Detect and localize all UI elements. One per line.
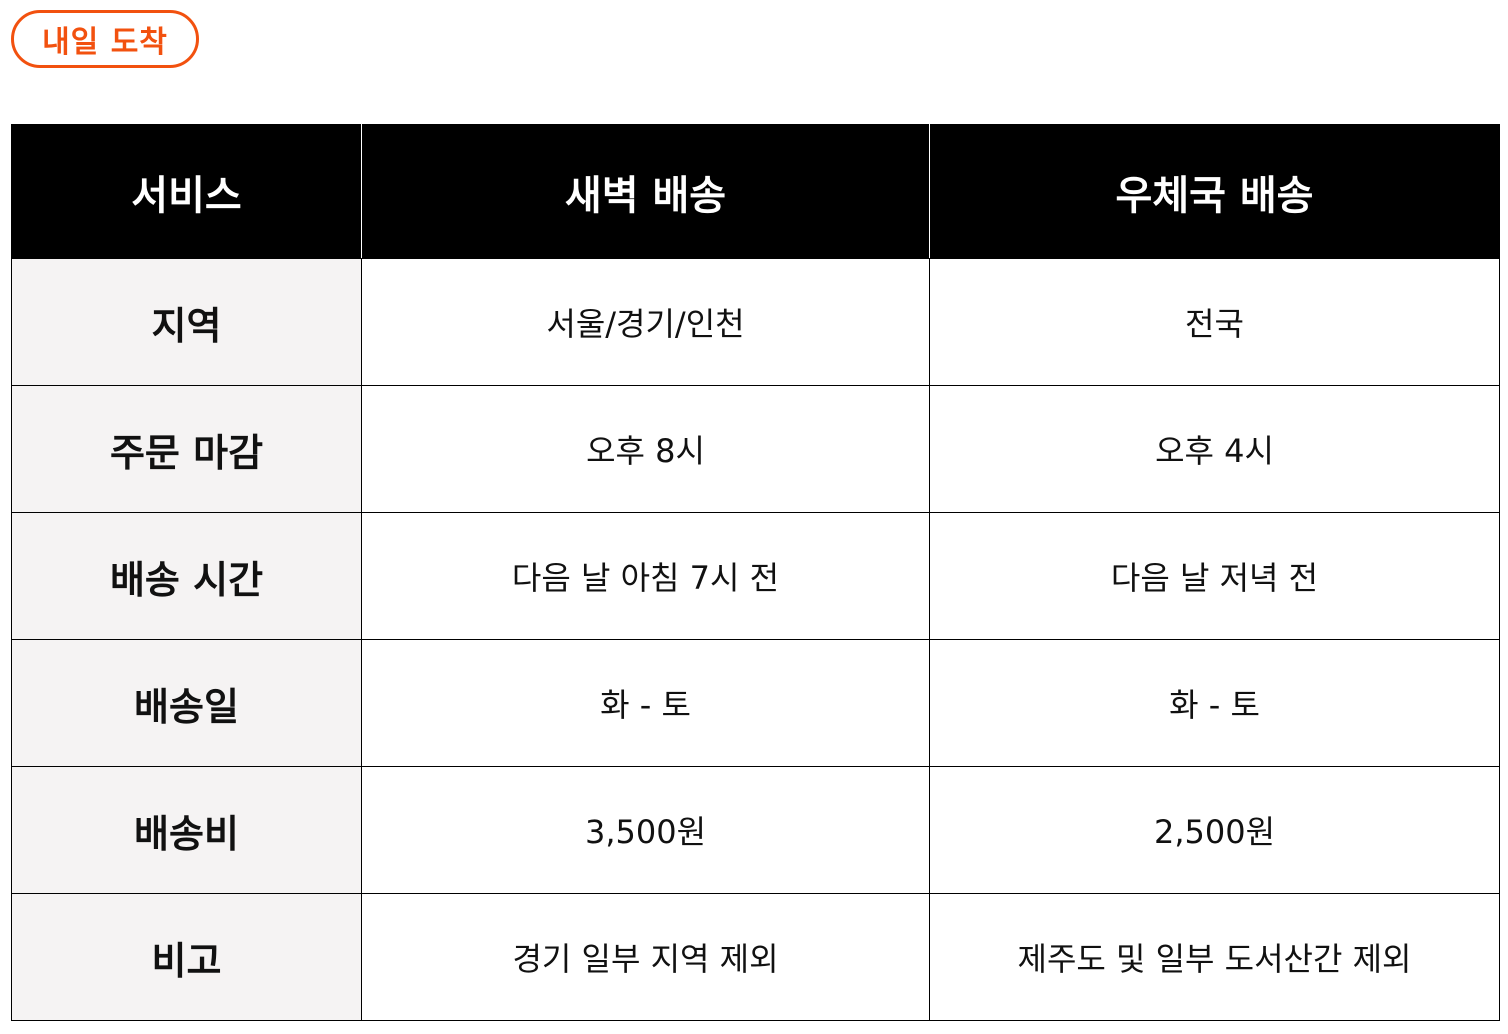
row-label-delivery-time: 배송 시간 (11, 512, 362, 640)
post-shipping-fee: 2,500원 (929, 766, 1500, 894)
row-label-delivery-days: 배송일 (11, 639, 362, 767)
dawn-shipping-fee: 3,500원 (361, 766, 930, 894)
header-dawn-delivery: 새벽 배송 (361, 124, 930, 259)
dawn-region: 서울/경기/인천 (361, 258, 930, 386)
table-row: 주문 마감 오후 8시 오후 4시 (11, 385, 1500, 513)
table-row: 지역 서울/경기/인천 전국 (11, 258, 1500, 386)
header-service: 서비스 (11, 124, 362, 259)
dawn-notes: 경기 일부 지역 제외 (361, 893, 930, 1021)
row-label-shipping-fee: 배송비 (11, 766, 362, 894)
table-row: 비고 경기 일부 지역 제외 제주도 및 일부 도서산간 제외 (11, 893, 1500, 1021)
table-row: 배송일 화 - 토 화 - 토 (11, 639, 1500, 767)
delivery-comparison-table: 서비스 새벽 배송 우체국 배송 지역 서울/경기/인천 전국 주문 마감 오후… (11, 124, 1500, 1021)
header-row: 서비스 새벽 배송 우체국 배송 (11, 124, 1500, 259)
next-day-delivery-badge: 내일 도착 (11, 10, 199, 68)
header-post-delivery: 우체국 배송 (929, 124, 1500, 259)
post-delivery-time: 다음 날 저녁 전 (929, 512, 1500, 640)
row-label-region: 지역 (11, 258, 362, 386)
table-header: 서비스 새벽 배송 우체국 배송 (11, 124, 1500, 259)
row-label-notes: 비고 (11, 893, 362, 1021)
dawn-order-cutoff: 오후 8시 (361, 385, 930, 513)
post-delivery-days: 화 - 토 (929, 639, 1500, 767)
post-notes: 제주도 및 일부 도서산간 제외 (929, 893, 1500, 1021)
dawn-delivery-days: 화 - 토 (361, 639, 930, 767)
post-region: 전국 (929, 258, 1500, 386)
table-row: 배송 시간 다음 날 아침 7시 전 다음 날 저녁 전 (11, 512, 1500, 640)
table-row: 배송비 3,500원 2,500원 (11, 766, 1500, 894)
dawn-delivery-time: 다음 날 아침 7시 전 (361, 512, 930, 640)
table-body: 지역 서울/경기/인천 전국 주문 마감 오후 8시 오후 4시 배송 시간 다… (11, 258, 1500, 1021)
post-order-cutoff: 오후 4시 (929, 385, 1500, 513)
row-label-order-cutoff: 주문 마감 (11, 385, 362, 513)
